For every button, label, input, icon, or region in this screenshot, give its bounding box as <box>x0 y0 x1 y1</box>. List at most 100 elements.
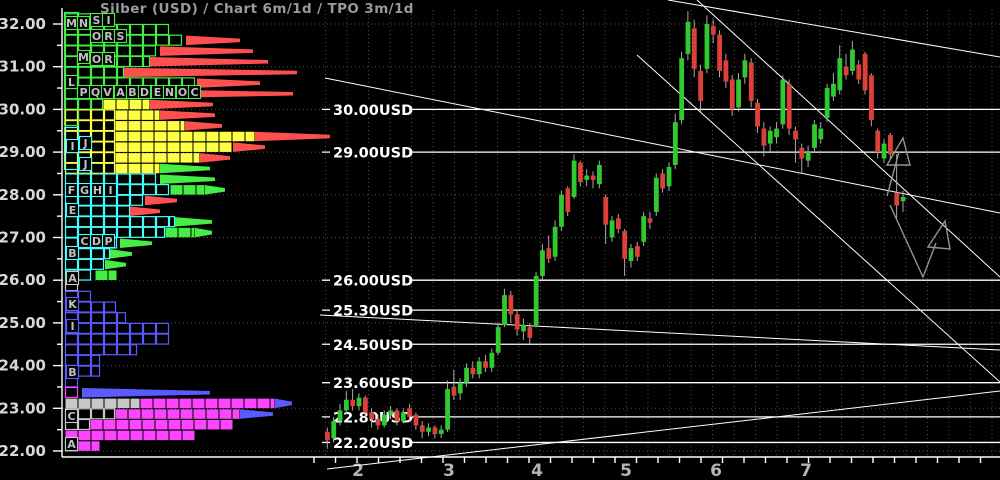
svg-text:I: I <box>70 140 74 153</box>
candle <box>691 28 697 69</box>
projection-arrow-up <box>886 151 900 197</box>
candle <box>881 143 887 159</box>
upper-channel-resistance <box>324 77 1000 214</box>
candle <box>672 122 678 165</box>
svg-text:7: 7 <box>800 461 812 480</box>
candle <box>565 188 571 212</box>
svg-text:C: C <box>190 86 198 99</box>
candle <box>717 34 723 71</box>
trendlines <box>319 0 1000 470</box>
candle <box>710 26 716 35</box>
candle <box>451 386 457 396</box>
candle <box>603 196 609 225</box>
candle <box>552 226 558 257</box>
svg-text:22.20USD: 22.20USD <box>333 436 413 452</box>
candle <box>508 295 514 315</box>
candle <box>831 83 836 97</box>
svg-text:P: P <box>79 86 87 99</box>
candle <box>748 62 754 101</box>
tpo-profile <box>63 11 330 452</box>
rising-support <box>326 390 1000 470</box>
candle <box>805 152 811 161</box>
candle <box>470 367 476 375</box>
candle <box>584 175 590 180</box>
candle <box>388 410 394 415</box>
candle <box>761 128 767 146</box>
svg-text:5: 5 <box>620 461 632 480</box>
svg-text:I: I <box>106 14 110 27</box>
candle <box>369 412 375 419</box>
svg-text:D: D <box>92 235 101 248</box>
svg-text:O: O <box>92 53 101 66</box>
candle <box>660 173 666 189</box>
candle <box>559 194 564 227</box>
svg-text:29.00USD: 29.00USD <box>333 146 413 162</box>
candle <box>331 421 337 439</box>
svg-text:B: B <box>68 247 76 260</box>
svg-text:22.00: 22.00 <box>0 442 46 460</box>
candle <box>780 79 786 125</box>
candle <box>786 83 792 129</box>
svg-text:31.00: 31.00 <box>0 58 46 76</box>
candle <box>350 399 356 407</box>
candle <box>900 196 906 202</box>
candle <box>634 246 640 257</box>
candle <box>888 135 893 155</box>
svg-text:6: 6 <box>710 461 722 480</box>
candle <box>615 218 621 229</box>
candle <box>343 399 349 411</box>
candle <box>837 58 843 91</box>
projection-arrow-zigzag <box>889 204 937 279</box>
svg-text:25.00: 25.00 <box>0 314 46 332</box>
candle <box>774 128 779 138</box>
svg-text:I: I <box>70 320 74 333</box>
svg-text:25.30USD: 25.30USD <box>333 304 413 320</box>
candle <box>464 367 469 383</box>
svg-text:M: M <box>66 17 77 30</box>
candle <box>325 431 330 441</box>
svg-text:S: S <box>93 14 101 27</box>
candle <box>362 397 368 413</box>
svg-text:E: E <box>69 204 77 217</box>
x-axis-labels: 2 3 4 5 6 7 <box>352 461 812 480</box>
candle <box>609 220 615 238</box>
svg-text:D: D <box>140 86 149 99</box>
candle <box>812 124 817 148</box>
candle <box>685 21 691 54</box>
svg-text:28.00: 28.00 <box>0 186 46 204</box>
candle <box>736 79 741 108</box>
svg-text:B: B <box>128 86 136 99</box>
svg-text:V: V <box>103 86 112 99</box>
candle <box>856 64 862 80</box>
candle <box>894 192 900 206</box>
candle <box>704 24 710 69</box>
candle <box>533 275 539 326</box>
candle <box>432 427 438 434</box>
steep-downtrend-1 <box>696 0 1000 278</box>
candle <box>597 164 602 185</box>
candle <box>514 314 520 330</box>
candle <box>407 408 413 417</box>
candle <box>824 88 830 118</box>
svg-text:23.00: 23.00 <box>0 399 46 417</box>
svg-text:N: N <box>165 86 174 99</box>
svg-text:26.00USD: 26.00USD <box>333 274 413 290</box>
candle <box>869 75 874 121</box>
svg-text:H: H <box>93 184 102 197</box>
svg-text:30.00USD: 30.00USD <box>333 103 413 119</box>
candle <box>578 162 583 182</box>
svg-text:S: S <box>117 30 125 43</box>
candle <box>546 248 552 259</box>
candle <box>337 410 343 422</box>
svg-text:P: P <box>104 235 112 248</box>
candlestick-series <box>325 11 906 449</box>
top-resistance <box>667 0 1000 58</box>
svg-text:I: I <box>108 184 112 197</box>
candle <box>495 327 501 353</box>
svg-text:3: 3 <box>443 461 455 480</box>
svg-text:R: R <box>104 30 113 43</box>
steep-downtrend-2 <box>636 54 1000 383</box>
candle <box>502 295 507 326</box>
